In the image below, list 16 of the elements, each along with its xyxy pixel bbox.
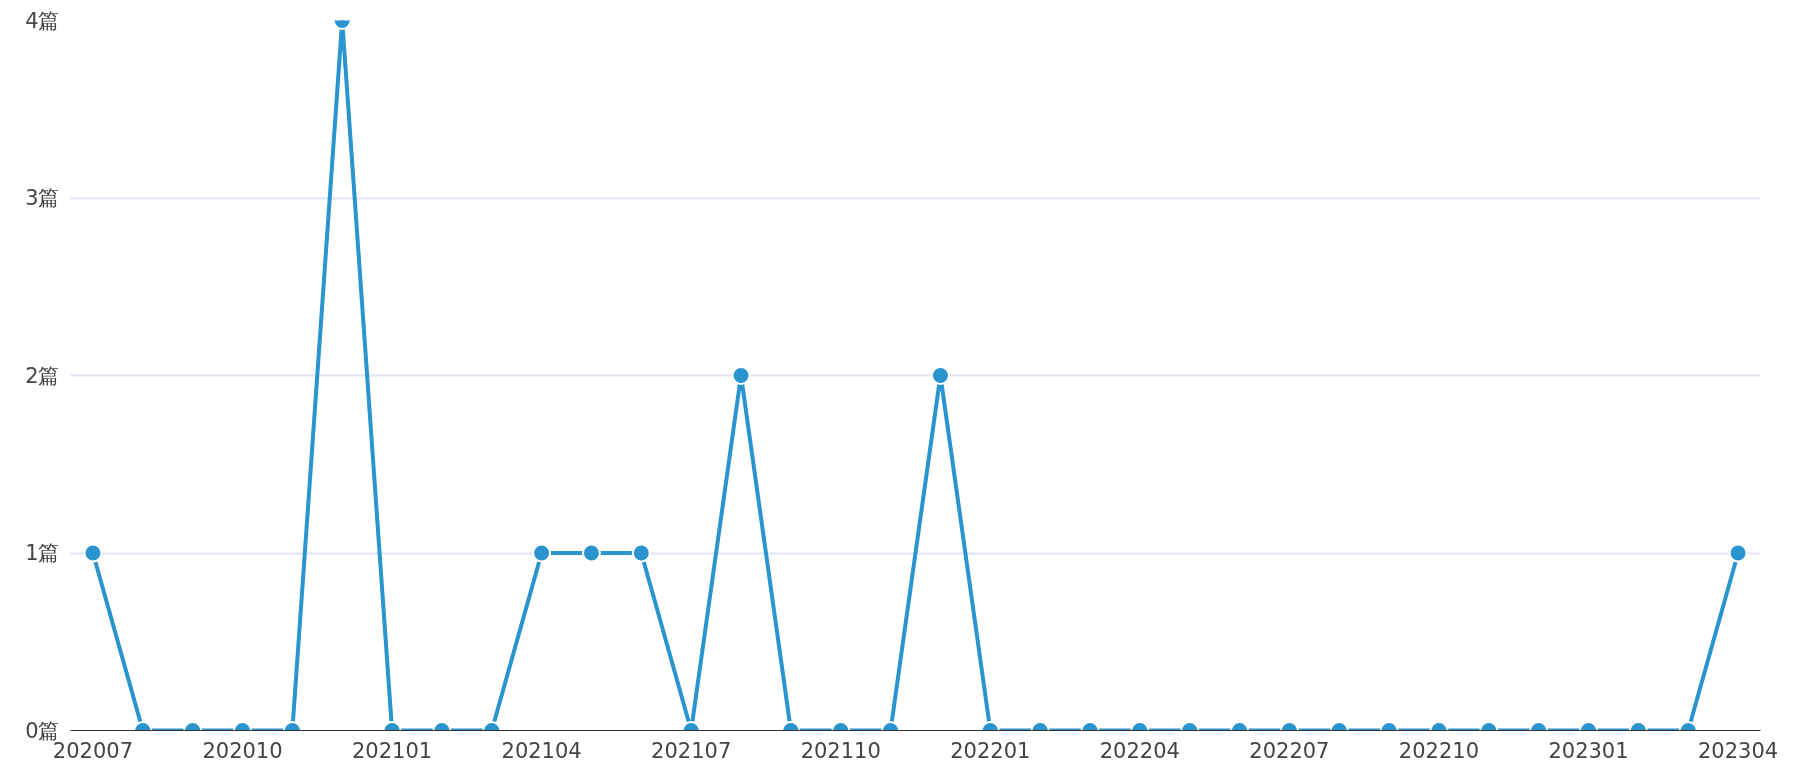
x-tick-label: 202107 bbox=[651, 738, 732, 763]
x-tick-label: 202110 bbox=[800, 738, 881, 763]
x-tick-label: 202010 bbox=[202, 738, 283, 763]
x-tick-label: 202101 bbox=[351, 738, 433, 763]
x-tick-label: 202104 bbox=[501, 738, 582, 763]
x-tick-label: 202207 bbox=[1249, 738, 1330, 763]
y-tick-label: 1篇 bbox=[25, 541, 60, 565]
y-tick-label: 2篇 bbox=[25, 363, 60, 388]
y-tick-label: 0篇 bbox=[25, 718, 60, 743]
y-tick-label: 3篇 bbox=[25, 186, 60, 210]
x-tick-label: 202301 bbox=[1548, 738, 1629, 763]
x-tick-label: 202210 bbox=[1398, 738, 1480, 763]
y-tick-label: 4篇 bbox=[25, 8, 60, 33]
x-tick-label: 202304 bbox=[1697, 738, 1779, 763]
x-tick-label: 202204 bbox=[1099, 738, 1180, 763]
x-tick-label: 202201 bbox=[950, 738, 1031, 763]
